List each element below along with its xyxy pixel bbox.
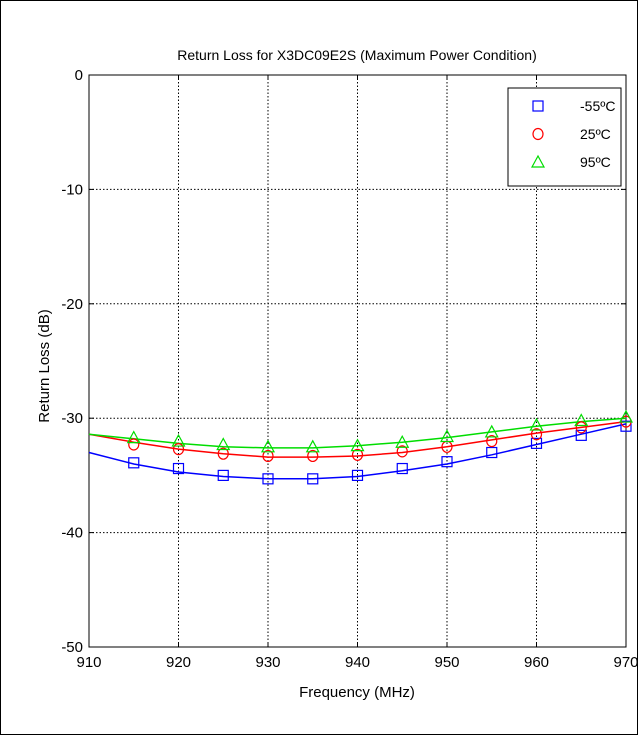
x-tick-label: 960 bbox=[524, 654, 549, 671]
x-tick-label: 950 bbox=[434, 654, 459, 671]
data-point-square bbox=[575, 429, 587, 441]
data-point-circle bbox=[307, 449, 319, 463]
x-tick-label: 970 bbox=[613, 654, 637, 671]
data-point-triangle bbox=[484, 424, 499, 438]
legend-label: 25ºC bbox=[580, 126, 611, 142]
x-tick-label: 920 bbox=[166, 654, 191, 671]
data-point-circle bbox=[575, 421, 587, 434]
x-axis-label: Frequency (MHz) bbox=[299, 684, 415, 701]
legend-marker-square bbox=[532, 100, 544, 112]
y-axis-label: Return Loss (dB) bbox=[36, 309, 53, 422]
legend-marker-triangle bbox=[530, 154, 546, 168]
data-point-square bbox=[351, 469, 364, 481]
y-tick-label: -50 bbox=[61, 639, 83, 656]
y-tick-label: 0 bbox=[75, 67, 83, 84]
data-point-circle bbox=[128, 438, 140, 451]
data-point-square bbox=[128, 457, 140, 469]
series-markers bbox=[126, 409, 634, 485]
data-point-square bbox=[217, 469, 229, 481]
data-point-triangle bbox=[529, 417, 544, 431]
x-tick-label: 930 bbox=[255, 654, 280, 671]
data-point-triangle bbox=[260, 439, 276, 453]
data-point-square bbox=[396, 462, 408, 475]
x-tick-label: 940 bbox=[345, 654, 370, 671]
data-point-square bbox=[620, 420, 632, 432]
data-point-triangle bbox=[171, 433, 186, 447]
series-line-0 bbox=[88, 423, 627, 480]
legend-marker-circle bbox=[532, 127, 544, 141]
data-point-square bbox=[172, 462, 185, 475]
data-point-triangle bbox=[574, 413, 589, 427]
grid-lines bbox=[89, 75, 626, 647]
data-point-circle bbox=[530, 428, 543, 441]
data-point-triangle bbox=[216, 437, 231, 451]
data-point-square bbox=[307, 473, 319, 485]
data-point-triangle bbox=[395, 434, 410, 448]
y-tick-label: -30 bbox=[61, 410, 83, 427]
legend-box bbox=[507, 87, 622, 187]
data-point-square bbox=[441, 456, 453, 468]
data-point-triangle bbox=[618, 409, 634, 423]
data-point-circle bbox=[217, 447, 229, 460]
data-point-triangle bbox=[439, 429, 455, 443]
data-point-triangle bbox=[126, 430, 141, 444]
legend-label: 95ºC bbox=[580, 154, 611, 170]
y-tick-label: -20 bbox=[61, 296, 83, 313]
axis-ticks: 910 920 930 940 950 960 970 0 -10 -20 -30 -40 -50 bbox=[61, 67, 637, 671]
legend: -55ºC 25ºC 95ºC bbox=[507, 87, 622, 187]
data-point-circle bbox=[351, 448, 364, 461]
data-point-triangle bbox=[305, 439, 320, 453]
data-point-circle bbox=[396, 445, 408, 458]
y-tick-label: -40 bbox=[61, 525, 83, 542]
data-point-square bbox=[486, 446, 498, 459]
data-point-triangle bbox=[350, 438, 365, 452]
data-point-square bbox=[262, 473, 274, 485]
y-tick-label: -10 bbox=[61, 181, 83, 198]
data-point-circle bbox=[262, 449, 274, 463]
data-point-circle bbox=[486, 434, 498, 448]
x-tick-label: 910 bbox=[76, 654, 101, 671]
data-point-circle bbox=[172, 442, 185, 456]
series-line-1 bbox=[88, 420, 627, 458]
series-lines bbox=[88, 417, 627, 480]
chart-title: Return Loss for X3DC09E2S (Maximum Power… bbox=[177, 47, 536, 63]
data-point-square bbox=[530, 437, 543, 449]
legend-label: -55ºC bbox=[580, 98, 615, 114]
